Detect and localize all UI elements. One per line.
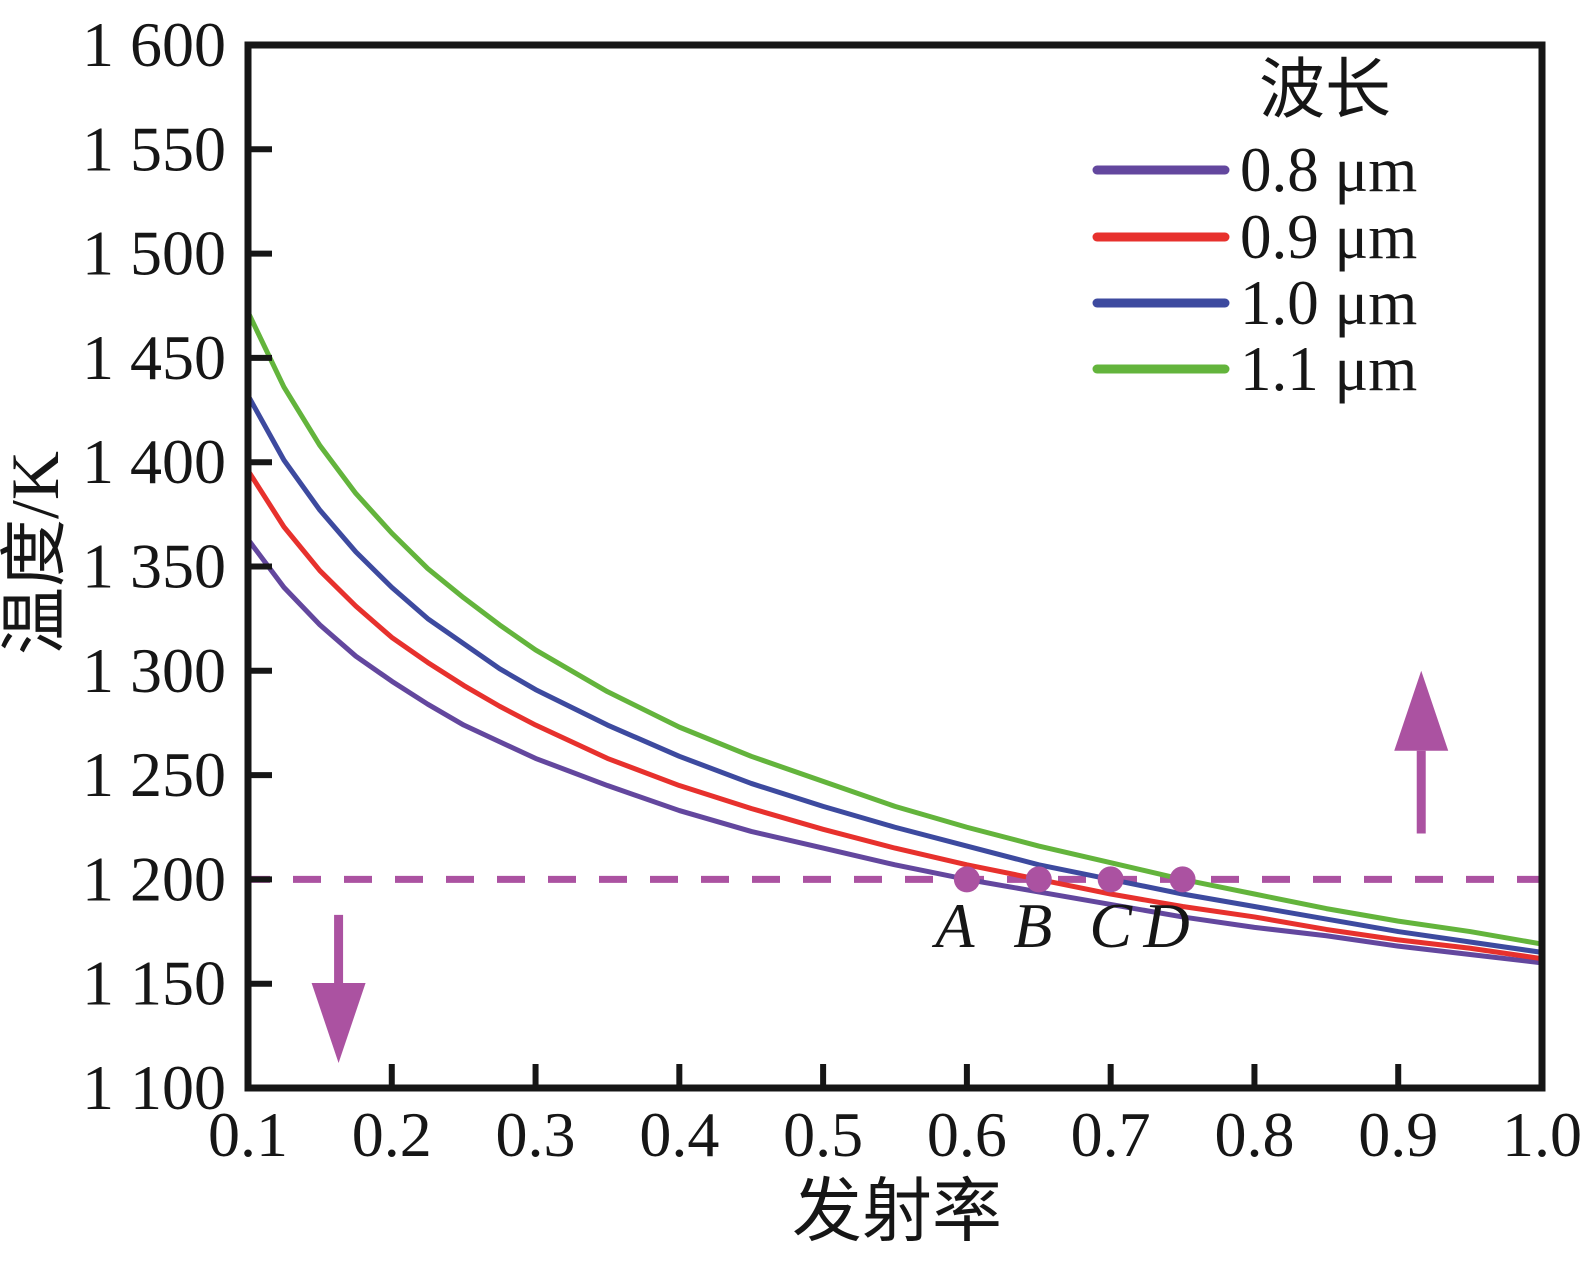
y-tick-label: 1 350: [82, 531, 226, 602]
y-tick-label: 1 600: [82, 9, 226, 80]
legend-label-1_1μm: 1.1 μm: [1240, 334, 1417, 404]
y-tick-label: 1 150: [82, 948, 226, 1019]
x-tick-label: 0.5: [783, 1099, 863, 1170]
x-tick-label: 0.6: [927, 1099, 1007, 1170]
point-B: [1025, 866, 1052, 893]
y-tick-label: 1 200: [82, 843, 226, 914]
y-tick-label: 1 550: [82, 113, 226, 184]
point-label-A: A: [931, 890, 975, 961]
x-axis-title: 发射率: [792, 1174, 1002, 1251]
point-label-D: D: [1142, 890, 1189, 961]
legend-title: 波长: [1259, 54, 1391, 127]
x-tick-label: 0.8: [1214, 1099, 1294, 1170]
x-tick-label: 0.9: [1358, 1099, 1438, 1170]
y-tick-label: 1 300: [82, 635, 226, 706]
curve-0_8μm: [245, 536, 1545, 966]
legend-label-0_9μm: 0.9 μm: [1240, 202, 1417, 272]
x-tick-label: 0.1: [208, 1099, 288, 1170]
arrow-head-up: [1394, 670, 1449, 751]
curve-0_9μm: [245, 468, 1545, 962]
y-tick-label: 1 400: [82, 426, 226, 497]
x-tick-label: 0.4: [639, 1099, 719, 1170]
x-tick-label: 0.2: [352, 1099, 432, 1170]
arrow-head-down: [311, 982, 366, 1063]
point-D: [1169, 866, 1196, 893]
legend-label-1_0μm: 1.0 μm: [1240, 268, 1417, 338]
x-tick-label: 1.0: [1502, 1099, 1582, 1170]
y-tick-label: 1 100: [82, 1052, 226, 1123]
y-tick-label: 1 500: [82, 218, 226, 289]
point-C: [1097, 866, 1124, 893]
curve-1_1μm: [245, 309, 1545, 947]
point-label-B: B: [1013, 890, 1052, 961]
curve-1_0μm: [245, 392, 1545, 955]
legend-label-0_8μm: 0.8 μm: [1240, 135, 1417, 205]
x-tick-label: 0.7: [1071, 1099, 1151, 1170]
y-tick-label: 1 450: [82, 322, 226, 393]
y-axis-title: 温度/K: [0, 451, 73, 655]
plot-layers: A B C D 1 100 1 150 1 200 1 250 1 300 1 350 1 400 1…: [82, 9, 1582, 1170]
point-label-C: C: [1089, 890, 1133, 961]
x-tick-label: 0.3: [496, 1099, 576, 1170]
y-tick-label: 1 250: [82, 739, 226, 810]
point-A: [953, 866, 980, 893]
